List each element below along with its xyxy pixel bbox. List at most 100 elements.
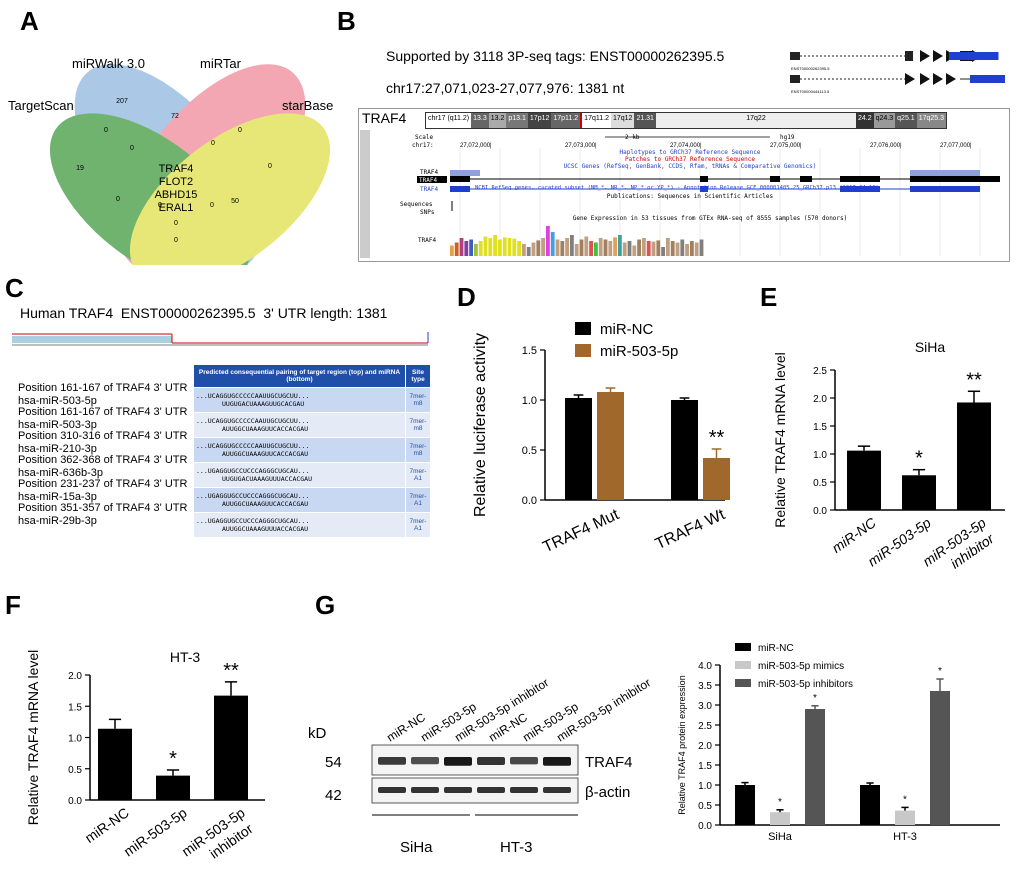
gtex-bar (541, 238, 545, 256)
chart-siha-mrna: 0.0 0.5 1.0 1.5 2.0 2.5 Relative TRAF4 mRNA le… (772, 339, 1005, 572)
blot-band (510, 757, 538, 765)
legend-swatch (735, 661, 751, 669)
gtex-bar (478, 241, 483, 256)
significance-mark: * (903, 794, 907, 805)
y-tick-label: 1.0 (813, 450, 827, 461)
legend-label: miR-503-5p inhibitors (758, 679, 853, 690)
scale-label: Scale (415, 134, 433, 141)
y-tick-label: 0.5 (522, 445, 537, 457)
y-tick-label: 1.0 (698, 781, 712, 792)
gtex-bar (498, 239, 502, 256)
gtex-bar (584, 236, 589, 256)
table-row: ...UGAGGUGCCUCCCAGGGCUGCAU... AUUGGCUAAAG… (193, 487, 431, 513)
site-position: Position 362-368 of TRAF4 3' UTR (18, 454, 188, 466)
significance-mark: * (813, 693, 817, 704)
chart-luciferase: 0.0 0.5 1.0 1.5 Relative luciferase activity… (472, 321, 730, 556)
y-axis-label: Relative TRAF4 protein expression (677, 675, 687, 814)
venn-region-value: 0 (104, 127, 108, 134)
gtex-bar (560, 241, 565, 256)
chart-protein-expression: 0.0 0.5 1.0 1.5 2.0 2.5 3.0 3.5 4.0 Relative TRAF… (677, 643, 1000, 843)
gtex-bar (613, 237, 617, 256)
y-tick-label: 1.5 (698, 761, 712, 772)
gtex-bar (603, 239, 608, 256)
y-tick-label: 4.0 (698, 661, 712, 672)
isoform-1-label: ENST00000262395.5 (791, 66, 830, 71)
band-label: q24.3 (873, 113, 896, 128)
bar (902, 475, 936, 510)
gtex-bar (531, 242, 536, 256)
ideogram-label: chr17 (q11.2) (428, 115, 470, 122)
coord-label: 27,076,000| (870, 143, 902, 149)
legend-label: miR-NC (600, 321, 653, 338)
gtex-bar (680, 239, 685, 256)
panel-f-letter: F (5, 590, 21, 620)
x-tick-label: TRAF4 Mut (540, 506, 622, 556)
side-label: TRAF4 (420, 169, 438, 176)
bar (895, 810, 915, 825)
coord-label: 27,073,000| (565, 143, 597, 149)
site-entry: Position 362-368 of TRAF4 3' UTR hsa-miR-… (18, 454, 188, 479)
blot-band (543, 757, 571, 766)
gtex-bar (699, 239, 704, 256)
panel-d-letter: D (457, 282, 476, 312)
bar (770, 812, 790, 825)
panel-e-letter: E (760, 282, 778, 312)
track-publications: Publications: Sequences in Scientific Ar… (607, 193, 774, 200)
gtex-bar (646, 241, 651, 256)
site-position: Position 161-167 of TRAF4 3' UTR (18, 406, 188, 418)
table-row: ...UCAGGUGCCCCCAAUUGCUGCUU... AUUGGCUAAAG… (193, 437, 431, 463)
site-mirna: hsa-miR-503-3p (18, 419, 97, 431)
y-tick-label: 3.5 (698, 681, 712, 692)
blot-band (411, 757, 439, 765)
venn-set-starbase (129, 113, 331, 265)
side-label: SNPs (420, 209, 435, 216)
panel-a-letter: A (20, 6, 39, 36)
venn-center-gene: TRAF4 (159, 163, 194, 175)
bar (703, 458, 730, 500)
significance-mark: ** (966, 369, 982, 391)
gtex-bar (570, 235, 574, 256)
site-entry: Position 161-167 of TRAF4 3' UTR hsa-miR-… (18, 406, 188, 431)
bar (735, 785, 755, 825)
band-label: q25.1 (895, 113, 917, 128)
significance-mark: * (778, 797, 782, 808)
y-tick-label: 0.0 (698, 821, 712, 832)
chr-label: chr17: (412, 142, 434, 149)
venn-region-value: 72 (171, 113, 179, 120)
bar (156, 775, 190, 800)
venn-diagram: miRWalk 3.0 miRTar TargetScan starBase 2… (8, 56, 333, 265)
venn-region-value: 0 (211, 140, 215, 147)
gtex-bar (589, 241, 593, 256)
table-row: ...UGAGGUGCCUCCCAGGGCUGCAU... UUGUGACUAAA… (193, 462, 431, 488)
gtex-bar (690, 241, 694, 256)
gtex-bar (536, 240, 541, 256)
gtex-bar (675, 242, 680, 256)
gtex-bar (618, 235, 622, 256)
legend-swatch (575, 322, 591, 335)
locus-length: 1381 nt (577, 80, 625, 96)
venn-region-value: 0 (174, 220, 178, 227)
gtex-bar (627, 241, 632, 256)
y-tick-label: 1.0 (522, 395, 537, 407)
gtex-bar (474, 244, 478, 256)
site-mirna: hsa-miR-15a-3p (18, 491, 97, 503)
ucsc-browser-frame (358, 108, 1010, 262)
gtex-bar (685, 244, 689, 256)
y-tick-label: 0.5 (698, 801, 712, 812)
venn-center-gene: ABHD15 (155, 189, 198, 201)
y-axis-label: Relative TRAF4 mRNA level (772, 352, 788, 528)
bar (860, 785, 880, 825)
site-position: Position 351-357 of TRAF4 3' UTR (18, 502, 188, 514)
venn-region-value: 50 (231, 198, 239, 205)
y-tick-label: 1.0 (68, 734, 82, 745)
blot-band (378, 787, 406, 793)
assembly-label: hg19 (780, 134, 795, 141)
gtex-bar (608, 241, 613, 256)
panel-b-letter: B (337, 6, 356, 36)
gtex-bar (488, 238, 493, 256)
significance-mark: * (938, 666, 942, 677)
track-patches: Patches to GRCh37 Reference Sequence (625, 156, 755, 163)
x-tick-label: miR-NC (82, 804, 132, 846)
gtex-bar (454, 242, 459, 256)
y-tick-label: 1.5 (68, 702, 82, 713)
